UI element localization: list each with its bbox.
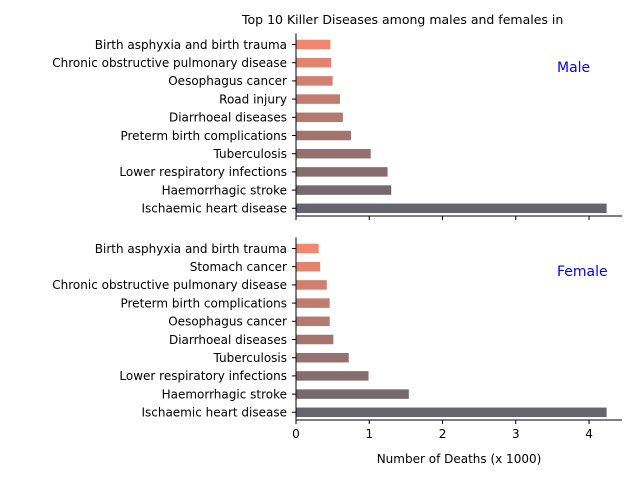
bar (296, 167, 388, 177)
panel-label: Female (557, 264, 608, 280)
bar (296, 130, 351, 141)
category-label: Chronic obstructive pulmonary disease (52, 278, 287, 292)
category-label: Lower respiratory infections (119, 369, 287, 383)
bar (296, 261, 321, 272)
category-label: Birth asphyxia and birth trauma (95, 242, 287, 256)
bar (296, 389, 409, 399)
category-label: Haemorrhagic stroke (162, 387, 287, 401)
bar (296, 298, 330, 308)
bar (296, 334, 334, 345)
bar (296, 94, 340, 104)
category-label: Oesophagus cancer (168, 74, 287, 88)
bar (296, 148, 371, 159)
bar (296, 316, 330, 327)
x-tick-label: 2 (439, 427, 447, 441)
category-label: Tuberculosis (213, 147, 288, 161)
x-axis-label: Number of Deaths (x 1000) (377, 452, 542, 466)
category-label: Stomach cancer (190, 260, 287, 274)
bar (296, 280, 327, 290)
bar (296, 203, 607, 214)
panel-male: Birth asphyxia and birth trauma Chronic o… (52, 33, 622, 220)
x-tick-label: 0 (292, 427, 300, 441)
x-tick-label: 4 (585, 427, 593, 441)
category-label: Tuberculosis (213, 351, 288, 365)
category-label: Oesophagus cancer (168, 315, 287, 329)
chart-title: Top 10 Killer Diseases among males and f… (241, 12, 563, 27)
category-label: Ischaemic heart disease (141, 202, 287, 216)
bar (296, 112, 343, 123)
category-label: Diarrhoeal diseases (169, 111, 287, 125)
category-label: Birth asphyxia and birth trauma (95, 38, 287, 52)
x-tick-label: 3 (512, 427, 520, 441)
bar (296, 243, 319, 254)
category-label: Road injury (219, 92, 287, 106)
x-tick-label: 1 (365, 427, 373, 441)
panel-label: Male (557, 60, 590, 76)
category-label: Haemorrhagic stroke (162, 183, 287, 197)
category-label: Preterm birth complications (120, 129, 287, 143)
panel-female: Birth asphyxia and birth trauma Stomach c… (52, 237, 622, 441)
category-label: Ischaemic heart disease (141, 406, 287, 420)
category-label: Lower respiratory infections (119, 165, 287, 179)
chart-panels: Birth asphyxia and birth trauma Chronic o… (52, 33, 622, 441)
bar (296, 185, 392, 195)
category-label: Preterm birth complications (120, 296, 287, 310)
bar (296, 76, 333, 86)
category-label: Chronic obstructive pulmonary disease (52, 56, 287, 70)
bar (296, 57, 332, 68)
category-label: Diarrhoeal diseases (169, 333, 287, 347)
bar (296, 39, 331, 50)
bar (296, 407, 607, 418)
bar (296, 352, 349, 363)
bar (296, 371, 369, 381)
